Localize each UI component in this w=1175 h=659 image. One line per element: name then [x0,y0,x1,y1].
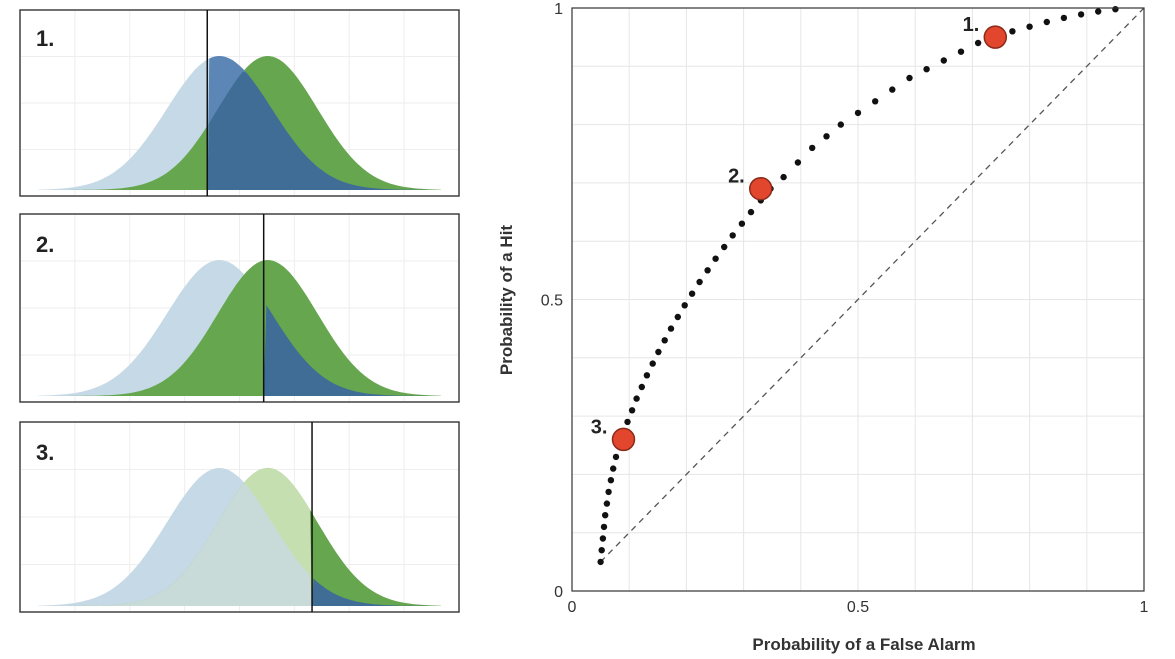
roc-frame [571,7,1145,592]
roc-point [696,278,703,286]
roc-point [1112,6,1119,13]
y-tick-label: 0 [554,584,563,601]
roc-curve [597,6,1119,566]
overlap-region [207,71,441,190]
roc-point [600,523,608,531]
roc-point [661,337,668,344]
roc-point [674,313,681,321]
roc-point [854,109,862,117]
roc-point [597,558,604,566]
chance-diagonal [600,7,1145,563]
roc-point [602,512,609,519]
roc-point [729,232,736,239]
x-tick-label: 0.5 [847,599,869,616]
roc-point [704,267,711,274]
roc-point [603,500,611,507]
roc-point [624,418,631,426]
roc-point [610,465,617,472]
highlighted-point-label: 1. [963,14,980,36]
x-tick-labels: 0 0.5 1 [568,599,1149,616]
roc-point [1077,11,1085,18]
roc-point [655,348,662,356]
roc-point [667,325,675,332]
roc-point [1043,18,1051,26]
roc-point [628,407,636,414]
roc-point [649,360,656,367]
roc-point [638,383,645,391]
roc-point [643,372,651,379]
roc-point [612,453,620,461]
roc-point [794,159,802,166]
roc-point [633,395,640,402]
roc-point [1060,14,1068,22]
overlap-region [263,305,441,396]
panel-label: 3. [36,440,54,465]
x-axis-label: Probability of a False Alarm [752,635,975,654]
roc-point [738,220,746,227]
highlighted-point-label: 3. [591,416,608,438]
panel-label: 2. [36,232,54,257]
roc-point [688,290,696,297]
roc-highlighted-points: 1. 2. 3. [591,14,1008,452]
roc-point [712,255,719,262]
roc-point [1095,8,1102,15]
roc-point [974,39,982,47]
roc-point [837,121,844,128]
x-tick-label: 0 [568,599,577,616]
roc-point [598,547,605,554]
roc-point [923,66,930,73]
panel-label: 1. [36,26,54,51]
roc-point [889,86,896,93]
highlighted-point [749,176,773,201]
y-axis-label: Probability of a Hit [497,225,516,376]
overlap-region [312,578,441,606]
roc-point [957,48,965,55]
y-tick-label: 1 [554,1,563,18]
noise-signal-blend [38,484,313,606]
roc-point [940,57,947,64]
roc-point [747,208,755,216]
distribution-panel-1: 1. [19,9,460,197]
roc-point [721,243,728,251]
distribution-panel-2: 2. [19,213,460,403]
roc-point [681,302,688,309]
roc-point [809,144,816,152]
signal-distribution [38,260,441,396]
roc-point [1026,23,1033,30]
roc-point [906,74,913,82]
y-tick-labels: 00.51 [541,1,563,601]
roc-plot: 1.2.3. 0 0.5 1 00.51 Probability of a Fals… [497,1,1149,654]
roc-point [1009,28,1016,35]
highlighted-point [983,25,1008,49]
x-tick-label: 1 [1140,599,1149,616]
roc-point [780,173,787,181]
roc-point [599,535,607,542]
highlighted-point-label: 2. [728,166,745,188]
highlighted-point [611,427,636,452]
distribution-panel-3: 3. [19,421,460,613]
roc-point [605,488,612,496]
y-tick-label: 0.5 [541,293,563,310]
roc-point [823,133,830,140]
roc-point [872,98,879,105]
roc-point [607,477,615,484]
